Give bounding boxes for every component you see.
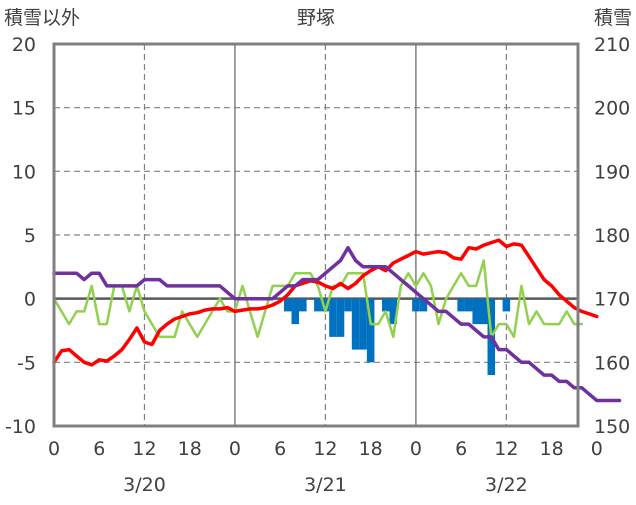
x-tick-label: 6 [455, 438, 467, 460]
date-label: 3/22 [485, 474, 528, 496]
y-right-tick-label: 190 [594, 161, 630, 183]
y-right-tick-label: 150 [594, 416, 630, 438]
x-tick-label: 12 [494, 438, 518, 460]
x-tick-label: 6 [274, 438, 286, 460]
date-label: 3/21 [304, 474, 347, 496]
precip-bar [321, 298, 330, 312]
line-layer [52, 238, 622, 403]
y-right-tick-label: 160 [594, 352, 630, 374]
x-tick-label: 18 [359, 438, 383, 460]
plot-frame [52, 42, 580, 428]
y-left-tick-label: 0 [24, 289, 36, 311]
precip-bar [479, 298, 488, 325]
chart-title: 野塚 [297, 7, 335, 29]
series-line-temperature [52, 238, 599, 367]
y-right-tick-label: 210 [594, 34, 630, 56]
precip-bar [291, 298, 300, 325]
precip-bar [329, 298, 337, 337]
y-left-tick-label: -10 [5, 416, 36, 438]
precip-bar [336, 298, 345, 337]
precip-bar [419, 298, 428, 312]
precip-bar [366, 298, 375, 363]
precip-bar [389, 298, 398, 325]
precip-bar [314, 298, 322, 312]
y-left-tick-label: 10 [12, 161, 36, 183]
x-tick-label: 18 [540, 438, 564, 460]
y-left-tick-label: 20 [12, 34, 36, 56]
date-label: 3/20 [123, 474, 166, 496]
y-right-tick-label: 200 [594, 98, 630, 120]
x-tick-label: 0 [48, 438, 60, 460]
precip-bar [359, 298, 367, 350]
precip-bar [299, 298, 307, 312]
precip-bar [351, 298, 360, 350]
y-right-tick-label: 180 [594, 225, 630, 247]
x-tick-label: 12 [132, 438, 156, 460]
grid-layer [54, 44, 578, 426]
x-tick-label: 0 [591, 438, 603, 460]
y-left-tick-label: -5 [17, 352, 36, 374]
left-axis-title: 積雪以外 [4, 7, 80, 29]
x-tick-label: 0 [410, 438, 422, 460]
precip-bar [344, 298, 352, 312]
precip-bar [502, 298, 511, 312]
x-tick-label: 12 [313, 438, 337, 460]
x-tick-label: 0 [229, 438, 241, 460]
series-line-wind [52, 259, 584, 339]
series-line-snow-depth [52, 245, 622, 403]
y-left-tick-label: 5 [24, 225, 36, 247]
x-tick-label: 18 [178, 438, 202, 460]
precip-bar [457, 298, 465, 312]
x-tick-label: 6 [93, 438, 105, 460]
y-left-tick-label: 15 [12, 98, 36, 120]
precip-bar [472, 298, 480, 325]
precip-bar [381, 298, 390, 312]
precip-bar [283, 298, 292, 312]
y-right-tick-label: 170 [594, 289, 630, 311]
right-axis-title: 積雪 [594, 7, 632, 29]
precip-bar [412, 298, 420, 312]
precip-bar [464, 298, 473, 312]
